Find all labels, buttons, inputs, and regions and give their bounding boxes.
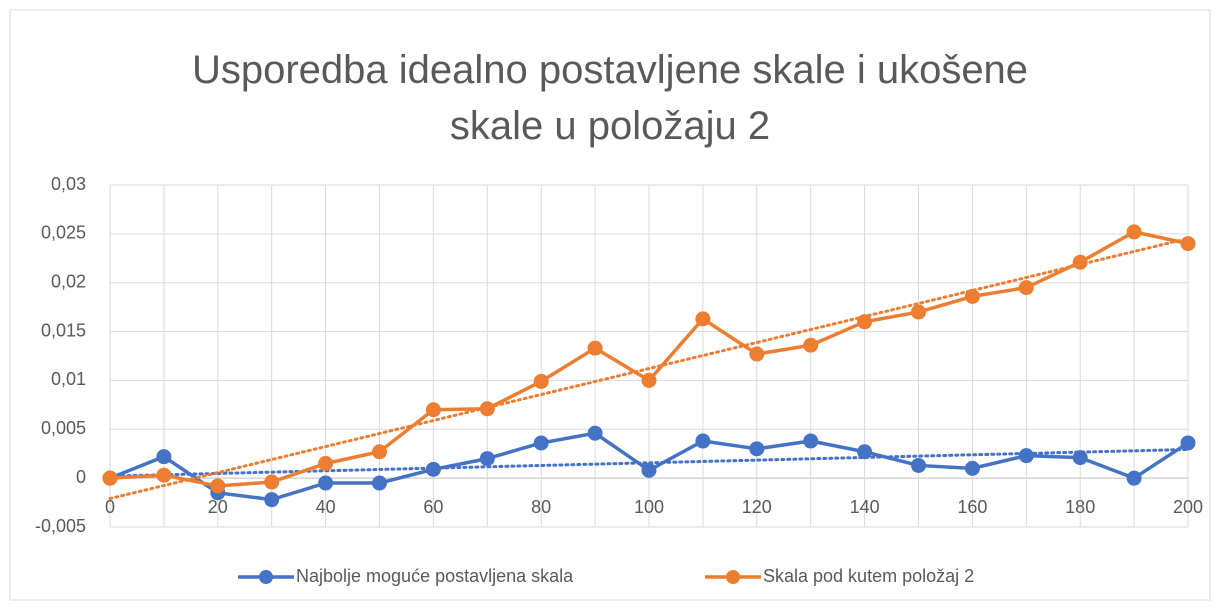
y-tick-label: 0,015: [41, 320, 86, 340]
marker: [587, 340, 603, 356]
x-tick-label: 160: [957, 497, 987, 517]
y-tick-label: 0,005: [41, 418, 86, 438]
marker: [425, 402, 441, 418]
marker: [749, 346, 765, 362]
marker: [533, 435, 549, 451]
legend-label: Skala pod kutem položaj 2: [763, 566, 974, 586]
marker: [803, 433, 819, 449]
marker: [857, 444, 873, 460]
marker: [318, 475, 334, 491]
y-tick-label: 0,01: [51, 369, 86, 389]
legend-label: Najbolje moguće postavljena skala: [296, 566, 574, 586]
marker: [264, 492, 280, 508]
marker: [372, 444, 387, 460]
marker: [641, 462, 657, 478]
marker: [318, 455, 334, 471]
marker: [1072, 450, 1088, 466]
marker: [1018, 280, 1034, 296]
y-tick-label: -0,005: [35, 516, 86, 536]
x-tick-label: 100: [634, 497, 664, 517]
trendline: [108, 447, 1190, 478]
marker: [533, 373, 549, 389]
y-tick-label: 0,03: [51, 174, 86, 194]
marker: [1018, 448, 1034, 464]
marker: [210, 478, 226, 494]
marker: [102, 470, 118, 486]
x-tick-label: 20: [208, 497, 228, 517]
marker: [479, 401, 495, 417]
marker: [803, 337, 819, 353]
marker: [911, 457, 926, 473]
marker: [1126, 224, 1142, 240]
marker: [372, 475, 387, 491]
x-tick-label: 200: [1173, 497, 1203, 517]
x-tick-label: 120: [742, 497, 772, 517]
chart-border: [9, 9, 1211, 601]
marker: [479, 451, 495, 467]
y-tick-label: 0,02: [51, 271, 86, 291]
x-tick-label: 140: [850, 497, 880, 517]
marker: [1180, 435, 1196, 451]
marker: [695, 311, 711, 327]
marker: [749, 441, 765, 457]
legend-marker: [726, 570, 740, 584]
marker: [695, 433, 711, 449]
marker: [964, 460, 980, 476]
marker: [1072, 254, 1088, 270]
x-tick-label: 180: [1065, 497, 1095, 517]
x-tick-label: 60: [423, 497, 443, 517]
y-tick-label: 0: [76, 467, 86, 487]
x-tick-label: 0: [105, 497, 115, 517]
x-tick-label: 40: [316, 497, 336, 517]
chart-title: Usporedba idealno postavljene skale i uk…: [191, 48, 1029, 148]
marker: [911, 304, 926, 320]
marker: [156, 449, 172, 465]
marker: [264, 474, 280, 490]
trendline: [108, 236, 1190, 501]
marker: [587, 425, 603, 441]
legend-marker: [259, 570, 273, 584]
marker: [641, 372, 657, 388]
marker: [156, 467, 172, 483]
y-tick-label: 0,025: [41, 223, 86, 243]
marker: [425, 461, 441, 477]
marker: [857, 314, 873, 330]
x-tick-label: 80: [531, 497, 551, 517]
marker: [964, 288, 980, 304]
marker: [1180, 236, 1196, 252]
marker: [1126, 470, 1142, 486]
